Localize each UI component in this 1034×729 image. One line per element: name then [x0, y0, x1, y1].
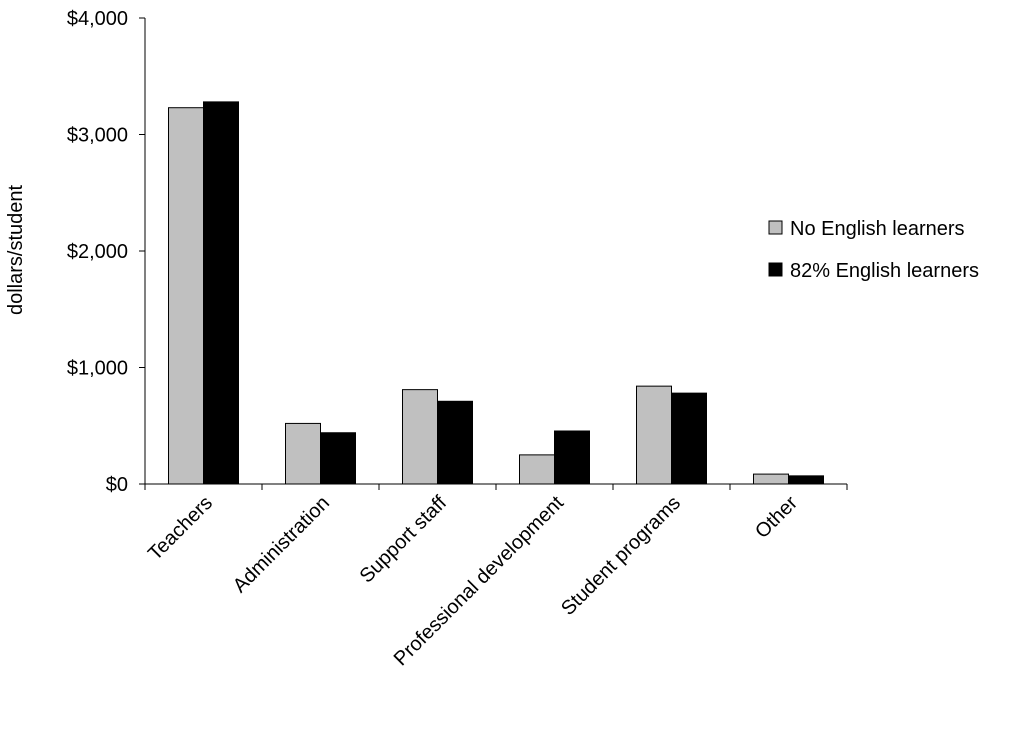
category-labels: Teachers Administration Support staffProfe… [144, 492, 802, 671]
bar-no-english-learners-2 [402, 389, 438, 485]
bar-no-english-learners-1 [285, 422, 321, 485]
bar-english-learners-82-2 [437, 400, 473, 485]
y-tick-labels: $0 $1,000 $2,000 $3,000 $4,000 [67, 8, 128, 496]
category-label: Other [751, 492, 802, 543]
bars [168, 101, 824, 485]
y-tick-label: $1,000 [67, 358, 128, 380]
legend-label: No English learners [790, 218, 965, 240]
legend: No English learners 82% English learners [768, 218, 979, 282]
legend-swatch [768, 262, 783, 277]
legend-swatch [768, 220, 783, 235]
bar-english-learners-82-0 [203, 101, 239, 485]
category-label: Teachers [144, 492, 217, 565]
y-axis-label: dollars/student [5, 185, 27, 316]
axes [139, 17, 848, 490]
legend-label: 82% English learners [790, 260, 979, 282]
category-label: Student programs [557, 492, 685, 620]
y-tick-label: $3,000 [67, 125, 128, 147]
bar-no-english-learners-4 [636, 385, 672, 485]
bar-english-learners-82-3 [554, 430, 590, 485]
category-label: Administration [229, 492, 334, 597]
bar-no-english-learners-3 [519, 454, 555, 485]
y-tick-label: $4,000 [67, 8, 128, 30]
y-tick-label: $0 [106, 474, 128, 496]
bar-english-learners-82-4 [671, 392, 707, 485]
y-tick-label: $2,000 [67, 241, 128, 263]
bar-no-english-learners-0 [168, 107, 204, 485]
bar-english-learners-82-1 [320, 432, 356, 485]
bar-no-english-learners-5 [753, 473, 789, 485]
bar-english-learners-82-5 [788, 475, 824, 485]
category-label: Support staff [356, 492, 452, 588]
